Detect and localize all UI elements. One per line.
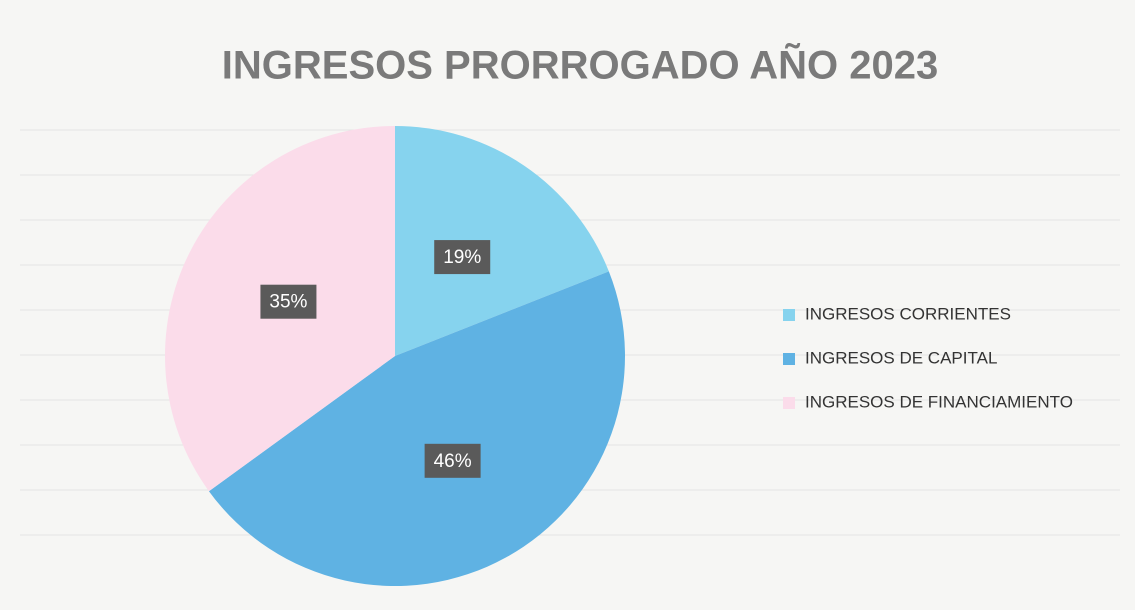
value-label-box — [434, 240, 491, 275]
value-label: 35% — [269, 292, 307, 313]
legend-label: INGRESOS CORRIENTES — [805, 304, 1011, 323]
pie-slice — [395, 126, 609, 356]
legend-swatch — [783, 309, 795, 321]
legend-swatch — [783, 353, 795, 365]
value-label-box — [260, 284, 317, 319]
legend-label: INGRESOS DE FINANCIAMIENTO — [805, 392, 1073, 411]
chart-title: INGRESOS PRORROGADO AÑO 2023 — [222, 42, 938, 88]
pie-slice — [208, 271, 625, 586]
value-label: 46% — [434, 451, 472, 472]
value-label: 19% — [443, 247, 481, 268]
legend-swatch — [783, 397, 795, 409]
legend-label: INGRESOS DE CAPITAL — [805, 348, 997, 367]
value-label-box — [424, 443, 481, 478]
